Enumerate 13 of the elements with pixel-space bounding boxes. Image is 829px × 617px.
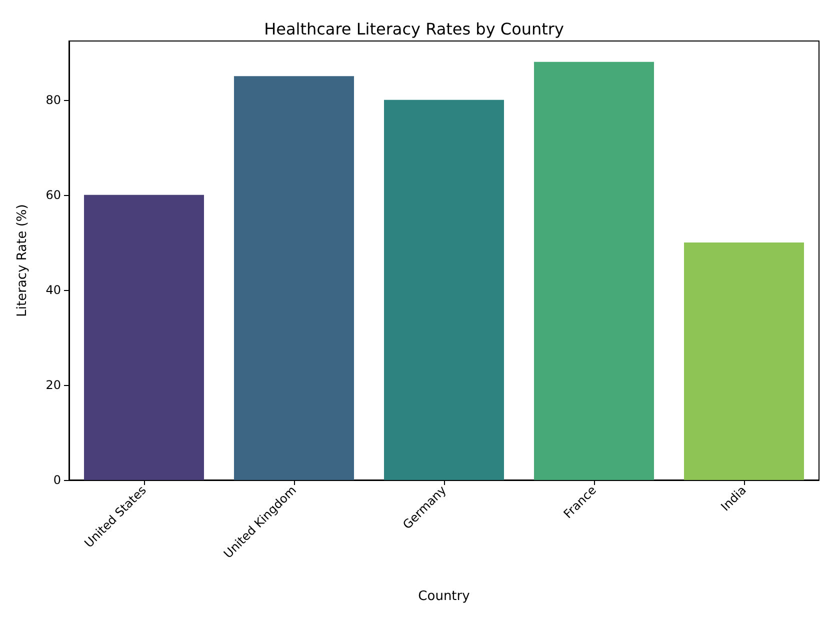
y-tick-label: 0	[53, 473, 61, 487]
bar	[84, 194, 204, 480]
chart-title: Healthcare Literacy Rates by Country	[264, 20, 564, 38]
bar	[684, 242, 804, 480]
bar	[384, 100, 504, 480]
y-tick-label: 80	[46, 92, 61, 107]
bar	[234, 76, 354, 480]
y-tick-label: 60	[46, 188, 61, 202]
bar	[534, 62, 654, 480]
y-tick-label: 40	[46, 282, 61, 297]
y-tick-label: 20	[46, 378, 61, 392]
x-axis-title: Country	[418, 589, 470, 604]
y-axis-title: Literacy Rate (%)	[15, 204, 30, 317]
